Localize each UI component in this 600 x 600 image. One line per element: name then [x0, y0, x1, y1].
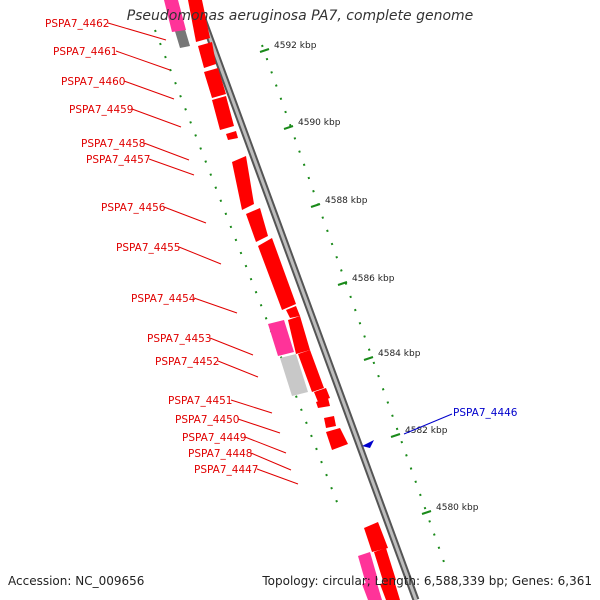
gene-label: PSPA7_4459	[69, 104, 134, 116]
kbp-tick-mark	[421, 510, 432, 515]
kbp-label: 4582 kbp	[405, 426, 448, 436]
gene-leader-line	[115, 50, 171, 71]
gene-label: PSPA7_4453	[147, 333, 212, 345]
kbp-ticks: 4592 kbp 4590 kbp 4588 kbp 4586 kbp 4584 kbp…	[259, 41, 479, 515]
kbp-label: 4588 kbp	[325, 196, 368, 206]
gene-leader-line	[143, 142, 190, 161]
gene-label: PSPA7_4454	[131, 293, 196, 305]
gene-glyph-4461	[188, 0, 210, 42]
gene-glyph-4453a	[286, 306, 300, 318]
topology-text: Topology: circular; Length: 6,588,339 bp…	[262, 574, 592, 588]
gene-glyph-4459	[204, 68, 226, 98]
gene-leader-line	[230, 399, 273, 414]
gene-leader-line	[256, 468, 299, 485]
gene-glyph-4448	[324, 416, 336, 428]
gene-label: PSPA7_4449	[182, 432, 247, 444]
kbp-label: 4584 kbp	[378, 349, 421, 359]
accession-text: Accession: NC_009656	[8, 574, 145, 588]
gene-label: PSPA7_4462	[45, 18, 110, 30]
kbp-tick-mark	[259, 48, 270, 53]
gene-leader-line	[163, 206, 207, 224]
gene-label: PSPA7_4448	[188, 448, 253, 460]
gene-label: PSPA7_4457	[86, 154, 151, 166]
gene-leader-line	[250, 452, 292, 471]
gene-glyph-4454	[258, 238, 296, 310]
inner-tick-track	[154, 29, 341, 511]
gene-leader-line	[148, 158, 195, 176]
gene-leader-line	[107, 22, 167, 41]
kbp-label: 4586 kbp	[352, 274, 395, 284]
genome-backbone-highlight	[194, 0, 418, 600]
gene-glyph-4460	[198, 42, 216, 68]
gene-glyph-4455	[246, 208, 268, 242]
highlight-marker	[362, 440, 374, 448]
gene-glyph-4451a	[280, 354, 308, 396]
map-title: Pseudomonas aeruginosa PA7, complete gen…	[126, 8, 474, 24]
gene-leader-line	[237, 418, 281, 434]
gene-glyph-4457	[226, 131, 238, 140]
gene-glyph-4453	[268, 320, 294, 356]
gene-label: PSPA7_4461	[53, 46, 118, 58]
highlight-leader	[403, 413, 453, 435]
gene-glyph-lower-5	[380, 580, 400, 600]
kbp-label: 4592 kbp	[274, 41, 317, 51]
gene-label: PSPA7_4456	[101, 202, 166, 214]
gene-glyph-lower-1	[364, 522, 388, 552]
gene-label: PSPA7_4458	[81, 138, 146, 150]
gene-label: PSPA7_4460	[61, 76, 126, 88]
gene-label: PSPA7_4455	[116, 242, 181, 254]
gene-leader-line	[244, 436, 287, 454]
kbp-tick-mark	[337, 281, 348, 286]
gene-glyph-4458	[212, 96, 234, 130]
gene-leader-line	[123, 80, 175, 100]
gene-label: PSPA7_4450	[175, 414, 240, 426]
gene-label: PSPA7_4447	[194, 464, 259, 476]
gene-label: PSPA7_4451	[168, 395, 233, 407]
gene-leader-line	[193, 297, 238, 314]
gene-glyph-4450	[314, 388, 330, 402]
gene-glyph-4451	[298, 350, 324, 392]
gene-leader-line	[217, 360, 259, 378]
gene-glyph-4462b	[164, 0, 186, 32]
gene-leader-line	[178, 246, 222, 265]
gene-glyph-4449	[316, 398, 330, 408]
kbp-tick-mark	[283, 125, 294, 130]
gene-glyph-4456	[232, 156, 254, 210]
kbp-label: 4580 kbp	[436, 503, 479, 513]
gene-glyph-4462	[174, 26, 190, 48]
gene-leader-line	[131, 108, 182, 128]
kbp-tick-mark	[363, 356, 374, 361]
kbp-label: 4590 kbp	[298, 118, 341, 128]
gene-glyph-lower-3	[374, 548, 396, 584]
gene-glyph-lower-4	[362, 580, 382, 600]
gene-leaders	[107, 22, 299, 485]
gene-labels: PSPA7_4462 PSPA7_4461 PSPA7_4460 PSPA7_4459…	[45, 18, 518, 476]
gene-glyph-lower-2	[358, 552, 378, 584]
gene-label: PSPA7_4452	[155, 356, 220, 368]
gene-leader-line	[209, 337, 254, 356]
gene-glyph-4452	[288, 316, 310, 354]
gene-glyph-4447	[326, 428, 348, 450]
gene-glyphs	[164, 0, 400, 600]
kbp-tick-mark	[310, 203, 321, 208]
kbp-tick-mark	[390, 433, 401, 438]
highlight-gene-label: PSPA7_4446	[453, 407, 518, 419]
